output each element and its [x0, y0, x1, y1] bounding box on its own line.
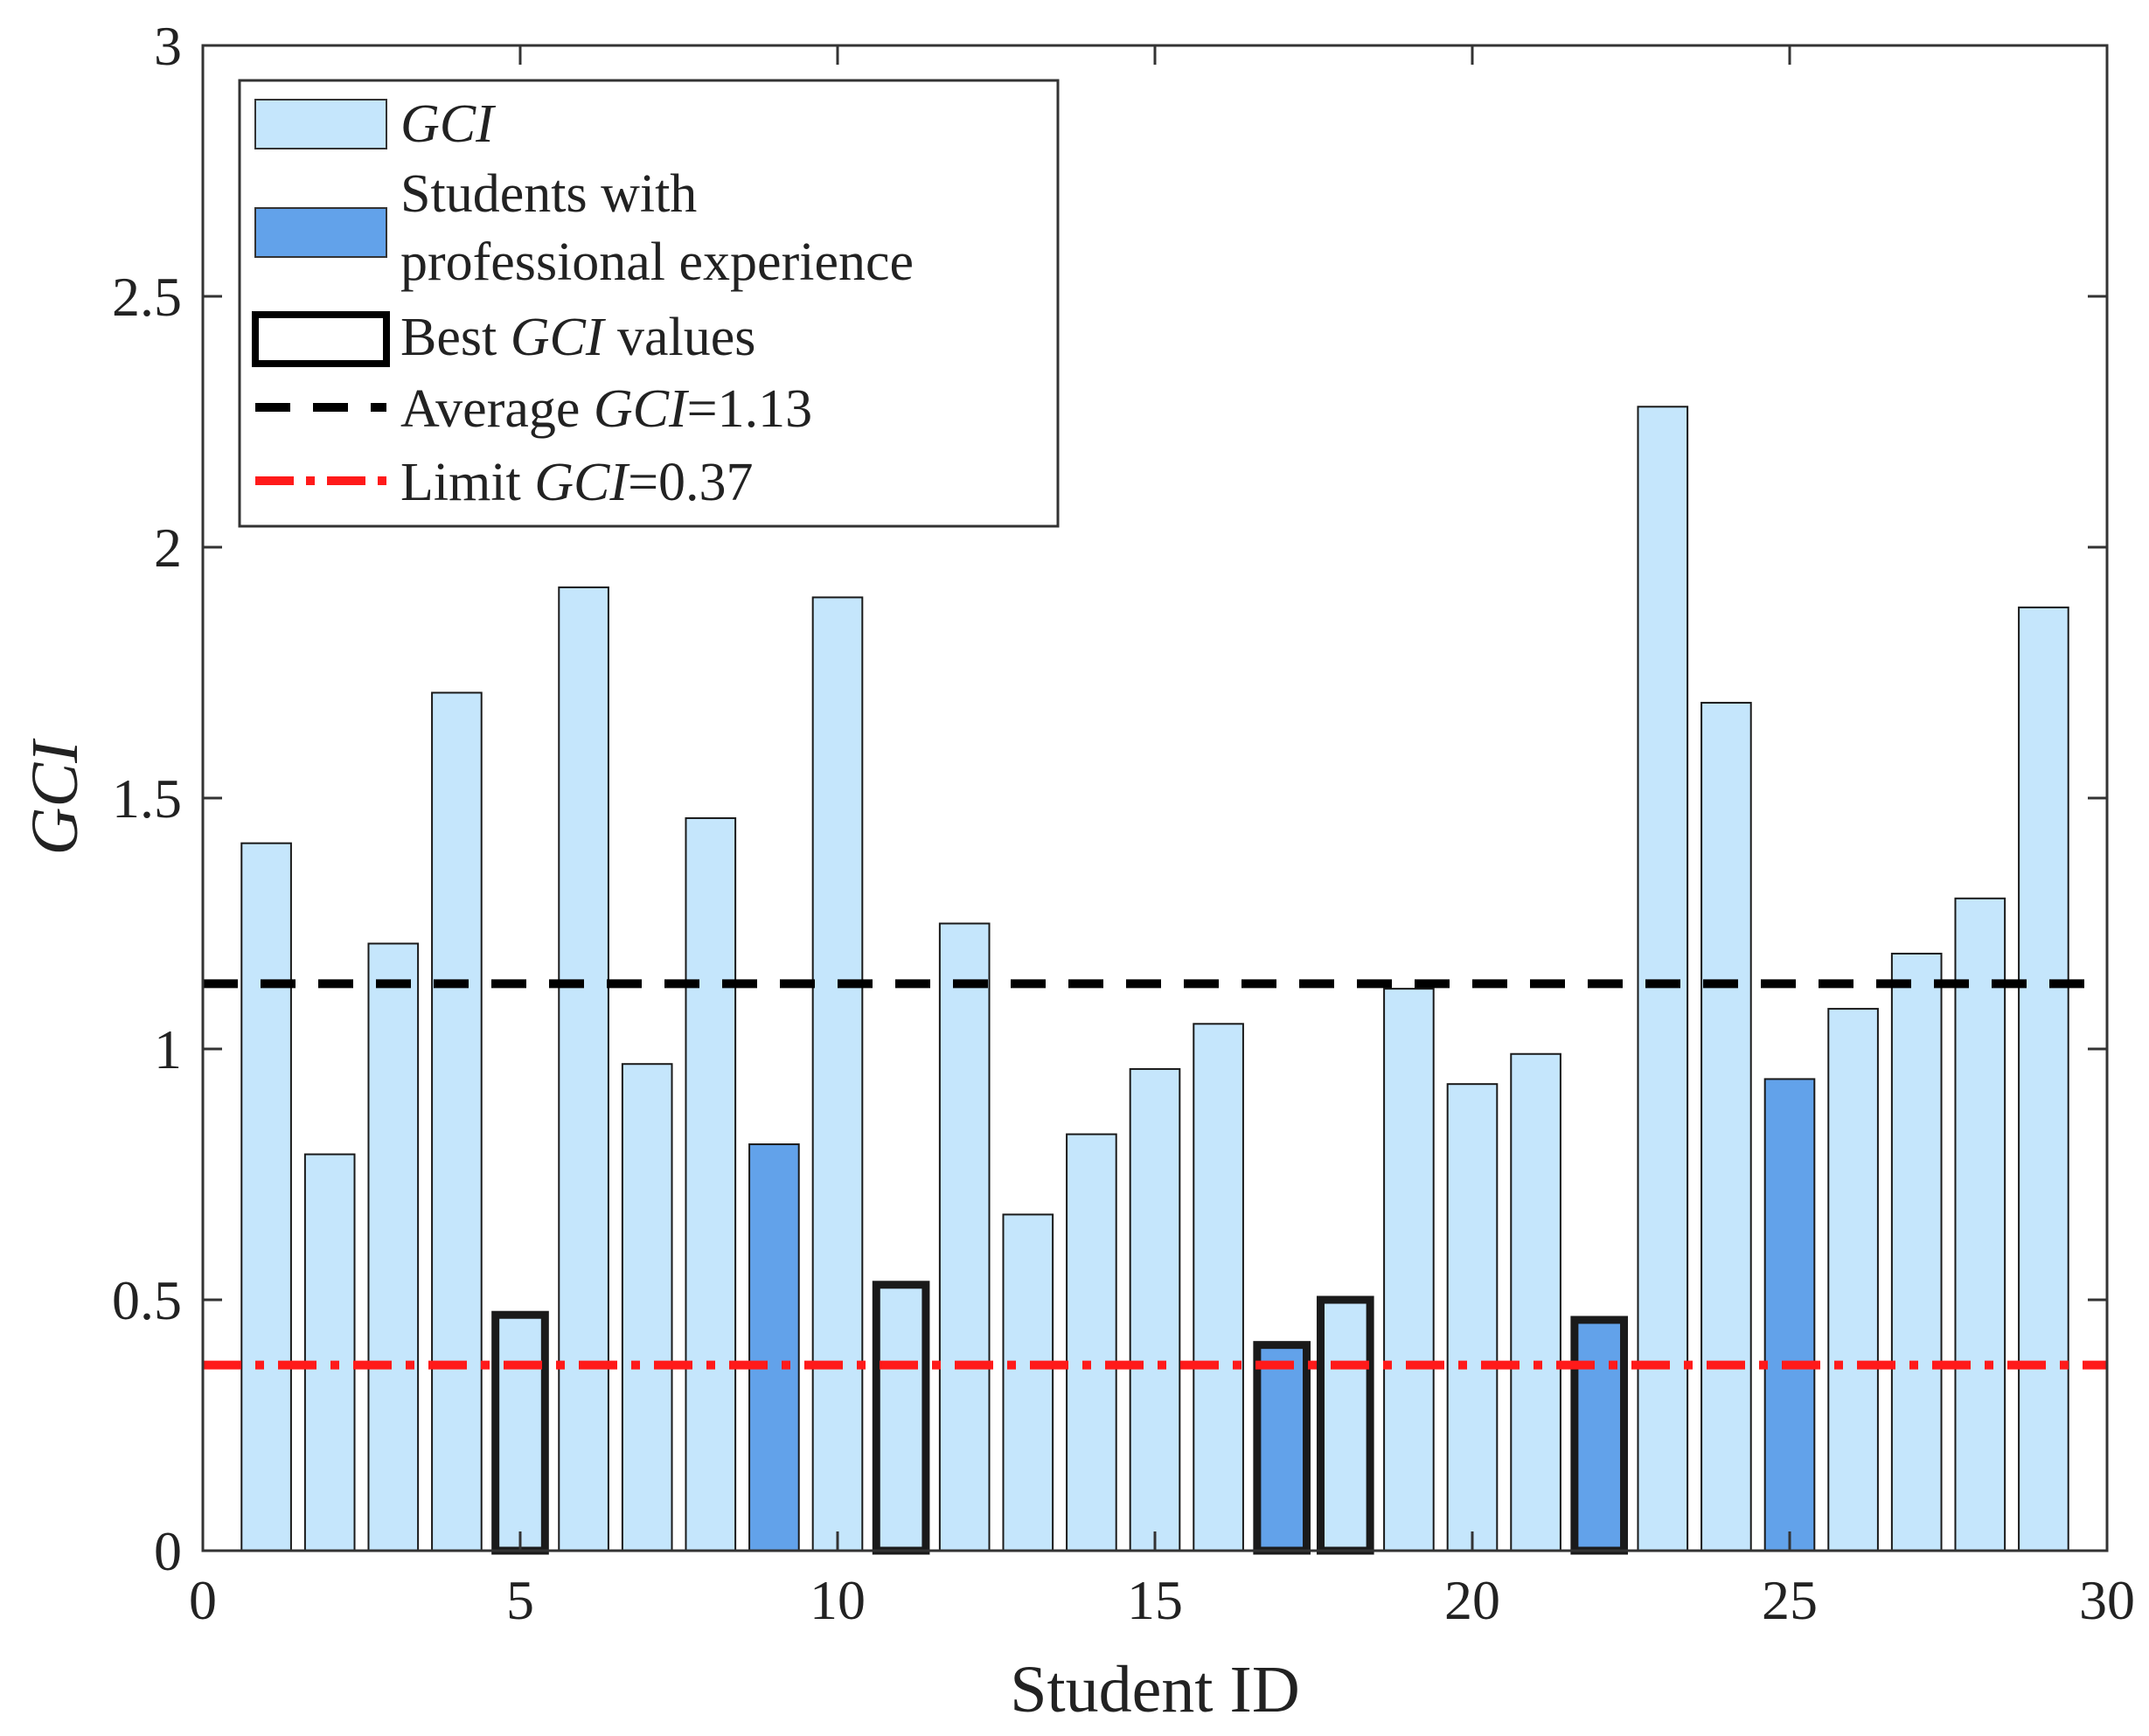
x-tick-label: 0: [189, 1569, 217, 1631]
legend-swatch-professional: [254, 207, 387, 258]
legend-swatch-best: [252, 311, 390, 367]
legend-box: [238, 79, 1060, 528]
y-tick-label: 3: [154, 15, 182, 77]
y-tick-label: 2: [154, 517, 182, 579]
legend-label-best: Best GCI values: [400, 308, 755, 367]
bar-student-22: [1570, 1316, 1629, 1555]
y-tick-label: 1.5: [112, 767, 182, 830]
x-axis-label: Student ID: [1010, 1653, 1299, 1726]
x-tick-label: 20: [1444, 1569, 1500, 1631]
bar-student-26: [1827, 1008, 1879, 1552]
bar-student-14: [1066, 1133, 1117, 1552]
bar-student-18: [1316, 1295, 1374, 1555]
legend-swatch-gci: [254, 99, 387, 149]
legend-label-average: Average GCI=1.13: [400, 379, 812, 439]
bar-student-11: [872, 1281, 930, 1555]
y-tick-label: 1: [154, 1018, 182, 1080]
bar-student-7: [621, 1063, 673, 1552]
y-tick-label: 0.5: [112, 1269, 182, 1331]
bar-student-1: [240, 842, 292, 1552]
bars-group: [240, 406, 2069, 1555]
bar-student-5: [491, 1310, 549, 1555]
x-tick-label: 10: [810, 1569, 866, 1631]
bar-student-24: [1700, 701, 1752, 1552]
legend: GCI Students with professional experienc…: [238, 79, 1060, 528]
bar-student-19: [1383, 988, 1435, 1552]
bar-student-2: [303, 1153, 356, 1552]
bar-student-9: [748, 1143, 800, 1552]
bar-student-25: [1763, 1078, 1816, 1552]
bar-student-12: [938, 922, 991, 1552]
x-tick-label: 30: [2079, 1569, 2135, 1631]
bar-student-13: [1002, 1213, 1054, 1552]
x-tick-label: 5: [506, 1569, 534, 1631]
legend-label-limit: Limit GCI=0.37: [400, 453, 754, 512]
bar-student-28: [1954, 897, 2006, 1552]
legend-label-gci: GCI: [400, 94, 497, 154]
bar-student-3: [367, 942, 420, 1552]
bar-student-8: [685, 816, 737, 1552]
bar-student-17: [1253, 1341, 1311, 1555]
bar-student-15: [1129, 1067, 1181, 1552]
bar-student-20: [1446, 1083, 1499, 1552]
x-tick-label: 15: [1127, 1569, 1183, 1631]
x-tick-label: 25: [1762, 1569, 1818, 1631]
bar-student-10: [811, 596, 864, 1552]
bar-student-27: [1890, 952, 1943, 1552]
bar-student-6: [558, 586, 609, 1552]
bar-student-21: [1510, 1052, 1561, 1552]
bar-student-4: [431, 691, 483, 1552]
y-axis-label: GCI: [18, 738, 92, 856]
y-tick-label: 0: [154, 1520, 182, 1582]
bar-student-23: [1637, 406, 1689, 1552]
y-tick-label: 2.5: [112, 266, 182, 328]
legend-label-professional-line1: Students with: [400, 164, 697, 224]
bar-student-29: [2018, 606, 2069, 1552]
axis-ticks: 0 5 10 15 20 25 30 0 0.5 1 1.5 2 2.5 3: [112, 15, 2135, 1631]
bar-student-16: [1193, 1023, 1244, 1552]
legend-label-professional-line2: professional experience: [400, 233, 914, 292]
